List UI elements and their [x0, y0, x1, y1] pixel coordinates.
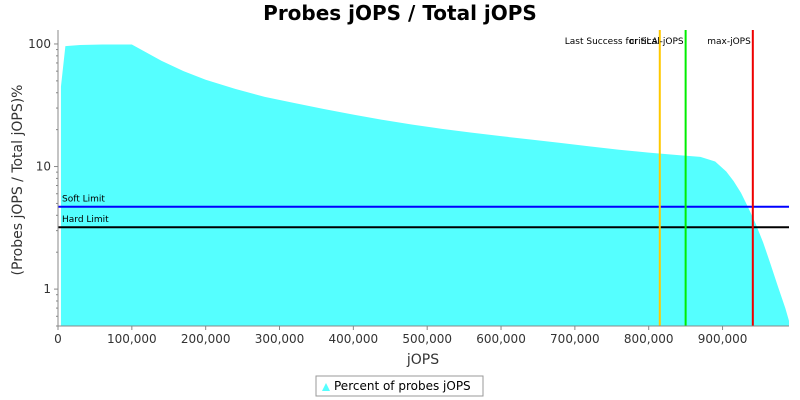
- x-axis-title: jOPS: [406, 352, 439, 368]
- horizontal-line-label-0: Soft Limit: [62, 195, 105, 205]
- plot-area: Soft Limit Hard Limit Last Success for SLA…: [28, 30, 789, 346]
- y-axis-title: (Probes jOPS / Total jOPS)%: [10, 85, 26, 276]
- x-tick-label-0: 0: [54, 332, 62, 346]
- x-tick-label-6: 600,000: [476, 332, 526, 346]
- y-tick-label-0: 1: [43, 282, 51, 296]
- vertical-line-label-0: Last Success for SLA: [565, 37, 659, 47]
- y-tick-label-2: 100: [28, 37, 51, 51]
- legend: Percent of probes jOPS: [315, 375, 484, 397]
- legend-box: [315, 375, 484, 397]
- x-tick-label-9: 900,000: [698, 332, 748, 346]
- y-tick-label-1: 10: [36, 160, 51, 174]
- chart-title: Probes jOPS / Total jOPS: [263, 1, 537, 25]
- x-tick-label-3: 300,000: [255, 332, 305, 346]
- x-tick-label-2: 200,000: [181, 332, 231, 346]
- legend-label: Percent of probes jOPS: [334, 379, 471, 393]
- x-tick-label-4: 400,000: [329, 332, 379, 346]
- x-tick-label-5: 500,000: [402, 332, 452, 346]
- vertical-line-label-1: critical-jOPS: [630, 37, 684, 47]
- legend-swatch: [322, 383, 330, 391]
- x-tick-label-1: 100,000: [107, 332, 157, 346]
- x-tick-label-7: 700,000: [550, 332, 600, 346]
- vertical-line-label-2: max-jOPS: [707, 37, 751, 47]
- horizontal-line-label-1: Hard Limit: [62, 215, 109, 225]
- area-series-probes-jops: [60, 44, 789, 327]
- x-tick-label-8: 800,000: [624, 332, 674, 346]
